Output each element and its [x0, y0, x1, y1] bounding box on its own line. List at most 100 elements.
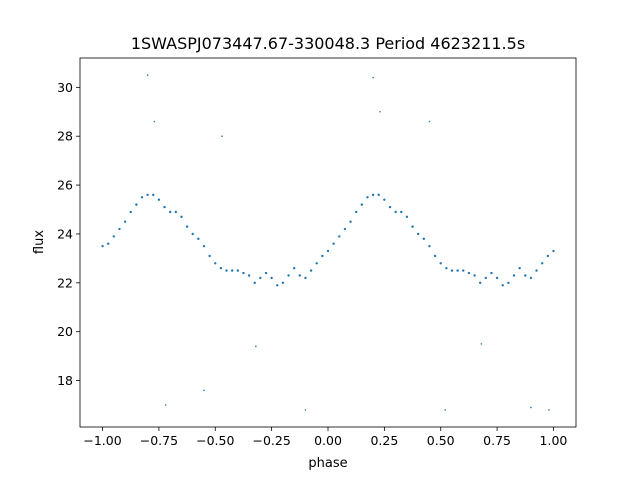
- x-tick-label: −1.00: [83, 433, 121, 448]
- y-tick-label: 22: [57, 275, 73, 290]
- data-point: [230, 269, 234, 272]
- data-point: [343, 227, 347, 231]
- data-point: [140, 196, 144, 199]
- data-point: [270, 276, 273, 280]
- data-point: [529, 276, 533, 280]
- data-point: [416, 232, 420, 236]
- data-point: [377, 193, 380, 197]
- data-point: [180, 215, 183, 219]
- y-axis: 18 20 22 24 26 28 30: [57, 80, 80, 388]
- data-point: [259, 276, 262, 280]
- data-point: [388, 205, 392, 209]
- x-axis: −1.00 −0.75 −0.50 −0.25 0.00 0.25 0.50 0.75 1.00: [83, 427, 567, 448]
- data-point: [197, 237, 200, 241]
- data-point: [163, 205, 166, 209]
- data-point: [298, 274, 302, 277]
- y-tick-label: 20: [57, 324, 73, 339]
- x-tick-label: −0.50: [196, 433, 234, 448]
- y-tick-label: 24: [57, 226, 73, 241]
- x-tick-label: 0.75: [483, 433, 511, 448]
- outlier-point: [444, 409, 447, 411]
- data-point: [428, 244, 431, 248]
- outlier-point: [304, 409, 307, 411]
- data-point: [253, 281, 256, 285]
- data-point: [292, 266, 296, 270]
- data-point: [371, 193, 375, 197]
- data-point: [405, 215, 409, 219]
- data-point: [185, 225, 189, 228]
- data-point: [135, 203, 138, 206]
- data-point: [146, 193, 149, 197]
- data-point: [236, 269, 240, 272]
- x-tick-label: 0.25: [370, 433, 398, 448]
- data-point: [326, 249, 330, 253]
- outlier-point: [203, 389, 205, 392]
- outlier-point: [221, 135, 223, 137]
- data-point: [106, 242, 110, 245]
- outlier-point: [164, 404, 167, 406]
- y-axis-label: flux: [32, 230, 47, 254]
- data-point: [354, 210, 358, 214]
- data-point: [439, 262, 442, 265]
- data-point: [422, 237, 426, 241]
- data-point: [321, 254, 324, 258]
- data-point: [411, 225, 414, 228]
- data-point: [118, 227, 121, 231]
- data-point: [338, 235, 341, 238]
- data-point: [242, 271, 245, 275]
- data-point: [281, 281, 285, 285]
- outlier-point: [372, 76, 374, 79]
- outlier-point: [480, 343, 483, 345]
- data-point: [225, 269, 228, 272]
- data-point: [512, 274, 516, 277]
- x-tick-label: −0.75: [140, 433, 178, 448]
- data-point: [315, 262, 318, 265]
- data-point: [433, 254, 437, 258]
- data-point: [462, 269, 465, 272]
- data-point: [456, 269, 459, 272]
- data-point: [383, 198, 386, 201]
- data-point: [112, 235, 116, 238]
- data-point: [552, 249, 555, 253]
- data-point: [524, 274, 527, 277]
- data-point: [394, 210, 397, 214]
- points-layer: [101, 74, 555, 411]
- plot-frame: [79, 57, 577, 428]
- data-point: [360, 203, 364, 206]
- data-point: [168, 210, 172, 214]
- chart-title: 1SWASPJ073447.67-330048.3 Period 4623211…: [131, 34, 525, 53]
- data-point: [478, 281, 482, 285]
- data-point: [445, 266, 448, 270]
- data-point: [287, 274, 290, 277]
- x-axis-label: phase: [308, 456, 347, 471]
- x-tick-label: −0.25: [252, 433, 290, 448]
- data-point: [501, 284, 504, 287]
- data-point: [535, 269, 538, 272]
- data-point: [202, 244, 206, 248]
- outlier-point: [379, 110, 381, 113]
- data-point: [473, 274, 476, 277]
- data-point: [219, 266, 223, 270]
- data-point: [518, 266, 521, 270]
- data-point: [101, 244, 104, 248]
- outlier-point: [428, 120, 431, 123]
- data-point: [174, 210, 178, 214]
- y-tick-label: 28: [57, 129, 73, 144]
- data-point: [546, 254, 550, 258]
- data-point: [129, 210, 132, 214]
- outlier-point: [153, 120, 156, 123]
- data-point: [467, 271, 471, 275]
- data-point: [276, 284, 279, 287]
- data-point: [304, 276, 307, 280]
- data-point: [400, 210, 403, 214]
- data-point: [214, 262, 217, 265]
- x-tick-label: 0.50: [427, 433, 455, 448]
- outlier-point: [255, 345, 257, 348]
- y-tick-label: 30: [57, 80, 73, 95]
- data-point: [495, 276, 499, 280]
- data-point: [309, 269, 313, 272]
- data-point: [247, 274, 251, 277]
- data-point: [450, 269, 454, 272]
- data-point: [152, 193, 155, 197]
